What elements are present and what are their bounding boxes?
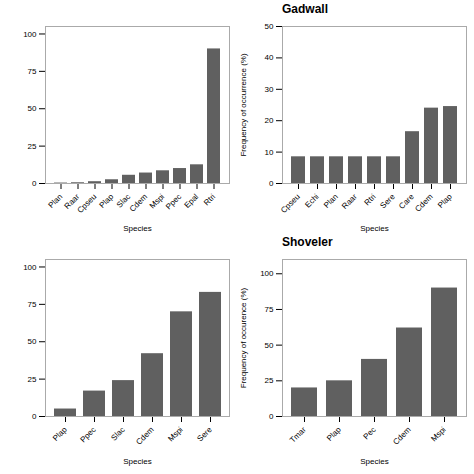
svg-text:0: 0 <box>32 179 37 188</box>
svg-text:100: 100 <box>23 263 37 272</box>
svg-text:Pec: Pec <box>362 425 378 441</box>
svg-text:Slac: Slac <box>114 192 133 210</box>
svg-text:Species: Species <box>123 457 151 466</box>
svg-text:30: 30 <box>265 85 274 94</box>
html-text:Gadwall: Gadwall <box>282 2 328 16</box>
svg-text:50: 50 <box>265 341 274 350</box>
svg-text:Cdem: Cdem <box>413 192 435 214</box>
svg-text:Raar: Raar <box>62 192 82 211</box>
svg-text:25: 25 <box>265 376 274 385</box>
svg-text:20: 20 <box>265 116 274 125</box>
svg-text:Plap: Plap <box>98 192 116 210</box>
svg-text:Sere: Sere <box>195 425 214 444</box>
svg-text:0: 0 <box>269 412 274 421</box>
svg-text:Cdem: Cdem <box>134 425 156 447</box>
svg-text:Echi: Echi <box>303 192 321 210</box>
svg-text:100: 100 <box>260 269 274 278</box>
svg-text:Ppec: Ppec <box>78 425 97 444</box>
svg-text:Plap: Plap <box>436 192 454 210</box>
svg-text:75: 75 <box>28 300 37 309</box>
svg-text:Frequency of occurrence (%): Frequency of occurrence (%) <box>239 53 248 156</box>
svg-text:Sere: Sere <box>378 192 397 211</box>
svg-text:Plan: Plan <box>47 192 65 210</box>
svg-text:Epal: Epal <box>183 192 201 210</box>
svg-text:100: 100 <box>23 30 37 39</box>
svg-text:0: 0 <box>32 412 37 421</box>
svg-text:10: 10 <box>265 148 274 157</box>
svg-text:Care: Care <box>397 192 416 211</box>
svg-text:Tmar: Tmar <box>288 425 308 445</box>
svg-text:Cpseu: Cpseu <box>279 192 302 215</box>
svg-text:Plan: Plan <box>322 192 340 210</box>
svg-text:Mspi: Mspi <box>429 425 447 443</box>
svg-text:Mspi: Mspi <box>166 425 184 443</box>
svg-text:50: 50 <box>28 104 37 113</box>
svg-text:50: 50 <box>28 337 37 346</box>
svg-text:Species: Species <box>360 224 388 233</box>
svg-text:Cdem: Cdem <box>128 192 150 214</box>
svg-text:Cpseu: Cpseu <box>76 192 99 215</box>
svg-text:Plap: Plap <box>51 425 69 443</box>
html-text:Shoveler: Shoveler <box>282 235 333 249</box>
svg-text:Species: Species <box>123 224 151 233</box>
svg-text:Rtri: Rtri <box>202 192 217 207</box>
svg-text:50: 50 <box>265 22 274 31</box>
svg-text:Frequency of occurence (%): Frequency of occurence (%) <box>239 287 248 388</box>
svg-text:Slac: Slac <box>109 425 126 442</box>
svg-text:Mspi: Mspi <box>148 192 166 210</box>
svg-text:25: 25 <box>28 142 37 151</box>
svg-text:75: 75 <box>265 305 274 314</box>
svg-text:0: 0 <box>269 179 274 188</box>
svg-text:Species: Species <box>360 457 388 466</box>
svg-text:Ppec: Ppec <box>164 192 183 211</box>
svg-text:25: 25 <box>28 375 37 384</box>
svg-text:75: 75 <box>28 67 37 76</box>
svg-text:Raar: Raar <box>340 192 359 211</box>
svg-text:Rtri: Rtri <box>363 192 378 207</box>
svg-text:40: 40 <box>265 53 274 62</box>
svg-text:Plap: Plap <box>325 425 343 443</box>
svg-text:Cdem: Cdem <box>391 425 413 447</box>
